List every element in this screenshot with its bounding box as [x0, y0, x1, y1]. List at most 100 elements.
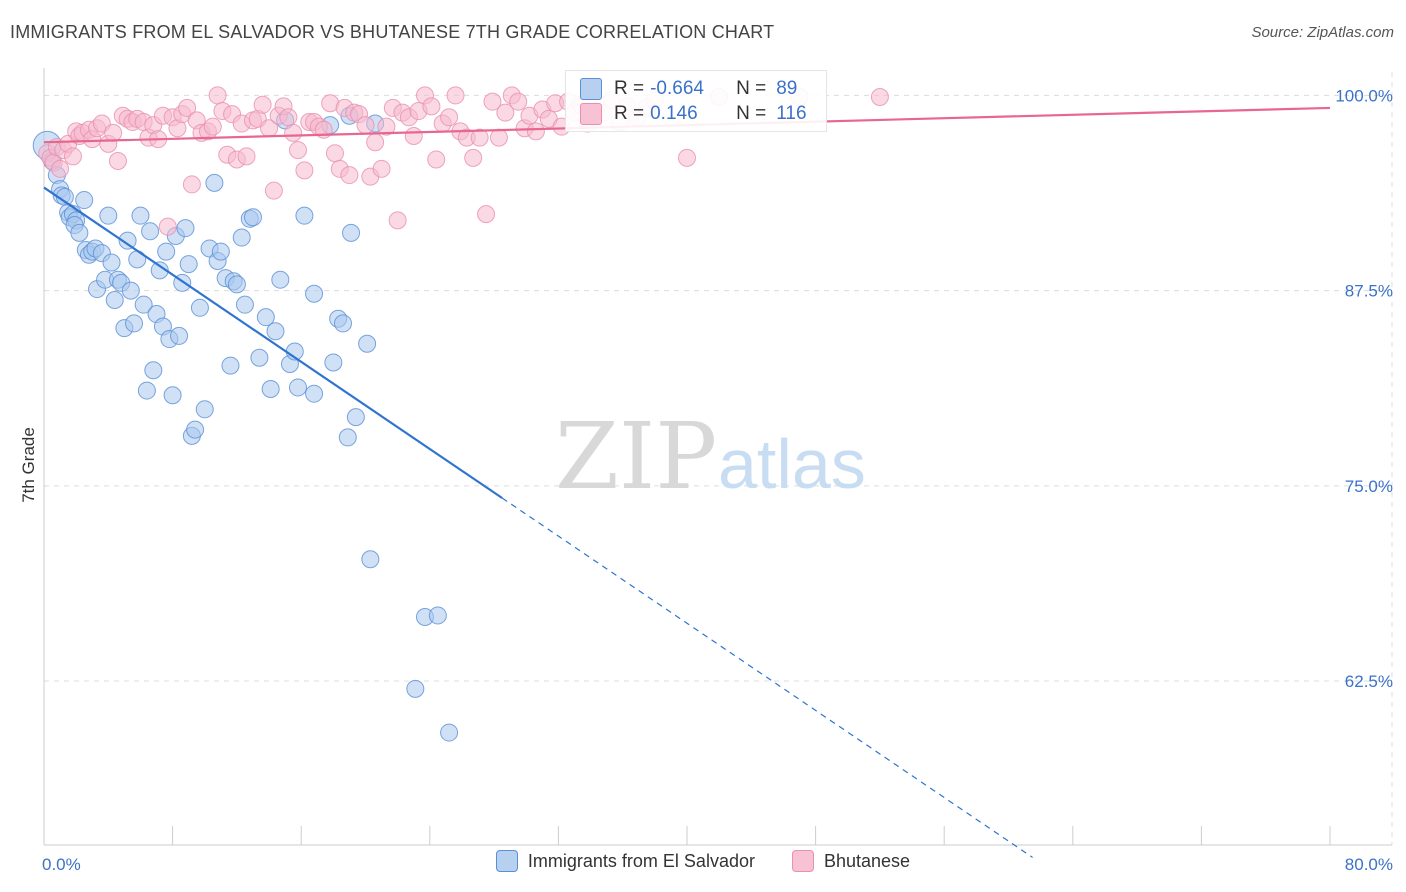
point-el-salvador — [250, 348, 269, 367]
point-bhutanese — [158, 217, 177, 236]
point-el-salvador — [295, 206, 314, 225]
point-bhutanese — [51, 159, 70, 178]
r-label: R = — [614, 103, 645, 124]
point-el-salvador — [440, 723, 459, 742]
point-el-salvador — [150, 261, 169, 280]
point-bhutanese — [489, 128, 508, 147]
point-el-salvador — [134, 295, 153, 314]
point-bhutanese — [253, 95, 272, 114]
point-el-salvador — [70, 223, 89, 242]
point-el-salvador — [99, 206, 118, 225]
point-el-salvador — [361, 550, 380, 569]
source-credit: Source: ZipAtlas.com — [1251, 24, 1394, 41]
n-value: 116 — [776, 103, 807, 124]
point-bhutanese — [372, 159, 391, 178]
point-bhutanese — [483, 92, 502, 111]
axes — [43, 68, 1392, 846]
n-label: N = — [736, 78, 767, 99]
point-bhutanese — [108, 152, 127, 171]
chart-title: IMMIGRANTS FROM EL SALVADOR VS BHUTANESE… — [10, 22, 775, 42]
stats-swatch-pink — [580, 103, 602, 125]
watermark: ZIP atlas — [555, 403, 866, 510]
stats-row-el-salvador: R = -0.664 N = 89 — [580, 77, 797, 101]
trend-line-el-salvador — [43, 186, 503, 499]
point-el-salvador — [118, 231, 137, 250]
watermark-zip: ZIP — [555, 403, 717, 510]
y-tick-label: 75.0% — [1345, 477, 1393, 496]
legend-swatch-pink — [792, 850, 814, 872]
point-bhutanese — [63, 147, 82, 166]
point-el-salvador — [266, 322, 285, 341]
point-bhutanese — [446, 86, 465, 105]
point-el-salvador — [221, 356, 240, 375]
watermark-atlas: atlas — [718, 425, 866, 503]
point-el-salvador — [102, 253, 121, 272]
point-bhutanese — [422, 97, 441, 116]
point-el-salvador — [121, 281, 140, 300]
point-el-salvador — [324, 353, 343, 372]
point-bhutanese — [477, 205, 496, 224]
point-bhutanese — [288, 141, 307, 160]
stats-box: R = -0.664 N = 89 R = 0.146 N = 116 — [565, 70, 827, 132]
point-el-salvador — [406, 679, 425, 698]
point-bhutanese — [284, 123, 303, 142]
point-el-salvador — [157, 242, 176, 261]
point-bhutanese — [104, 123, 123, 142]
point-bhutanese — [340, 166, 359, 185]
point-el-salvador — [105, 290, 124, 309]
legend-label-el-salvador: Immigrants from El Salvador — [527, 850, 755, 871]
point-el-salvador — [243, 208, 262, 227]
x-tick-label-max: 80.0% — [1345, 855, 1393, 874]
point-el-salvador — [342, 223, 361, 242]
y-tick-label: 87.5% — [1345, 282, 1393, 301]
n-value: 89 — [776, 78, 798, 99]
point-el-salvador — [235, 295, 254, 314]
x-tick-labels: 0.0% 80.0% — [42, 855, 1393, 874]
y-tick-labels: 62.5% 75.0% 87.5% 100.0% — [1335, 86, 1393, 691]
point-bhutanese — [388, 211, 407, 230]
point-el-salvador — [227, 275, 246, 294]
point-el-salvador — [211, 242, 230, 261]
y-tick-label: 62.5% — [1345, 672, 1393, 691]
point-el-salvador — [75, 191, 94, 210]
point-el-salvador — [333, 314, 352, 333]
point-bhutanese — [178, 98, 197, 117]
point-bhutanese — [182, 175, 201, 194]
point-bhutanese — [356, 116, 375, 135]
point-bhutanese — [427, 150, 446, 169]
legend-item-el-salvador[interactable]: Immigrants from El Salvador — [495, 850, 755, 872]
r-value: 0.146 — [650, 103, 698, 124]
point-el-salvador — [261, 380, 280, 399]
legend-label-bhutanese: Bhutanese — [824, 850, 911, 871]
point-bhutanese — [279, 108, 298, 127]
point-el-salvador — [163, 386, 182, 405]
y-tick-label: 100.0% — [1335, 86, 1393, 105]
trend-line-el-salvador-dashed — [501, 497, 1033, 858]
chart-legend: Immigrants from El Salvador Bhutanese — [0, 850, 1406, 877]
point-el-salvador — [232, 228, 251, 247]
point-el-salvador — [141, 222, 160, 241]
legend-item-bhutanese[interactable]: Bhutanese — [792, 850, 910, 872]
point-bhutanese — [509, 92, 528, 111]
point-el-salvador — [125, 314, 144, 333]
point-el-salvador — [305, 284, 324, 303]
r-value: -0.664 — [650, 78, 704, 99]
point-bhutanese — [526, 122, 545, 141]
point-bhutanese — [366, 133, 385, 152]
point-bhutanese — [208, 86, 227, 105]
point-el-salvador — [288, 378, 307, 397]
point-bhutanese — [496, 103, 515, 122]
point-el-salvador — [176, 219, 195, 238]
point-bhutanese — [325, 144, 344, 163]
point-el-salvador — [195, 400, 214, 419]
point-el-salvador — [205, 173, 224, 192]
point-el-salvador — [137, 381, 156, 400]
point-el-salvador — [179, 255, 198, 274]
point-bhutanese — [404, 127, 423, 146]
r-label: R = — [614, 78, 645, 99]
n-label: N = — [736, 103, 767, 124]
series-el-salvador-points — [32, 106, 459, 742]
point-el-salvador — [346, 408, 365, 427]
stats-swatch-blue — [580, 78, 602, 100]
